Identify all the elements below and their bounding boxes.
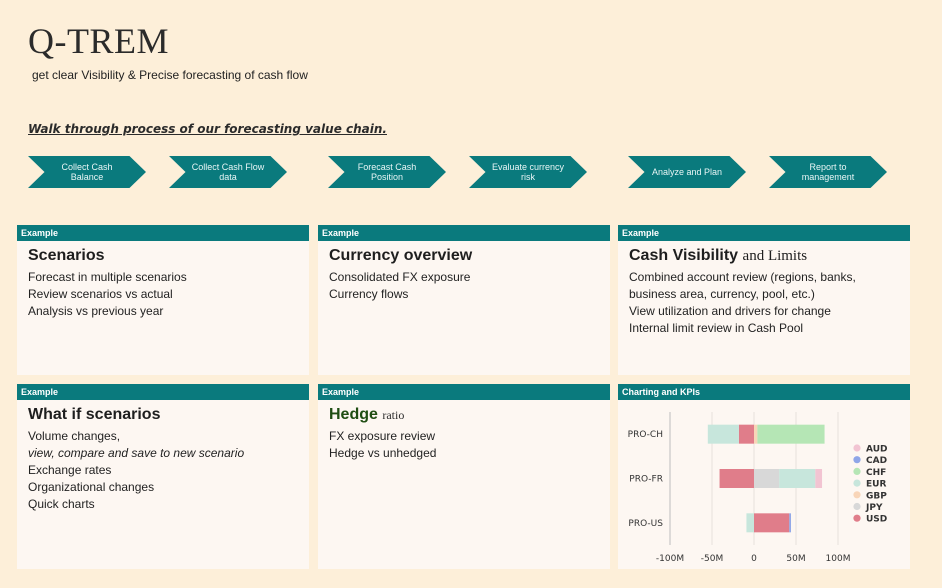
- step-collect-cash-balance[interactable]: Collect Cash Balance: [28, 156, 146, 188]
- fx-exposure-chart: -100M -50M 0 50M 100M PRO-CH PRO-FR PRO-US AUDCA…: [628, 412, 887, 564]
- step-report-to-management[interactable]: Report to management: [769, 156, 887, 188]
- list-item: Consolidated FX exposure: [329, 270, 471, 284]
- list-item: Volume changes,: [28, 429, 121, 443]
- card-tag: Example: [17, 384, 309, 400]
- bar-segment-eur: [707, 424, 739, 444]
- card-title: Currency overview: [329, 247, 473, 264]
- bar-segment-cad: [789, 513, 791, 533]
- card-title: Scenarios: [28, 247, 105, 264]
- brand-title: Q-TREM: [28, 21, 169, 61]
- bar-segment-eur: [779, 469, 816, 488]
- step-analyze-and-plan[interactable]: Analyze and Plan: [628, 156, 746, 188]
- legend-label: EUR: [866, 480, 886, 490]
- legend-marker-usd: [853, 514, 861, 522]
- legend-marker-gbp: [853, 491, 861, 499]
- card-cash-visibility: Example Cash Visibility and Limits Combi…: [618, 225, 910, 375]
- bar-segment-usd: [754, 513, 790, 533]
- list-item: view, compare and save to new scenario: [28, 446, 245, 460]
- card-scenarios: Example Scenarios Forecast in multiple s…: [17, 225, 309, 375]
- x-tick-label: -100M: [656, 554, 684, 564]
- y-tick-label: PRO-US: [628, 519, 663, 529]
- legend-marker-jpy: [853, 502, 861, 511]
- list-item: Currency flows: [329, 287, 409, 301]
- legend-label: CAD: [866, 456, 887, 466]
- x-tick-label: 100M: [826, 554, 851, 564]
- list-item: Quick charts: [28, 497, 95, 511]
- legend-label: JPY: [865, 503, 883, 513]
- bar-segment-usd: [719, 469, 754, 488]
- bar-segment-gbp: [754, 424, 758, 444]
- x-tick-label: 0: [751, 554, 757, 564]
- legend-marker-aud: [853, 444, 861, 452]
- card-hedge-ratio: Example Hedge ratio FX exposure review H…: [318, 384, 610, 569]
- legend-label: USD: [866, 515, 887, 525]
- card-title: Hedge ratio: [329, 406, 405, 423]
- y-tick-label: PRO-CH: [628, 430, 663, 440]
- card-charting-kpis: Charting and KPIs -100M -50M 0 50M 100M PRO-C…: [618, 384, 910, 569]
- list-item: Organizational changes: [28, 480, 155, 494]
- list-item: Exchange rates: [28, 463, 112, 477]
- legend-marker-cad: [853, 456, 861, 464]
- list-item: Combined account review (regions, banks,: [629, 270, 856, 284]
- step-forecast-cash-position[interactable]: Forecast Cash Position: [328, 156, 446, 188]
- list-item: business area, currency, pool, etc.): [629, 287, 815, 301]
- bar-segment-chf: [757, 424, 825, 444]
- card-tag: Example: [318, 384, 610, 400]
- card-title: What if scenarios: [28, 406, 161, 423]
- walk-through-heading: Walk through process of our forecasting …: [28, 122, 387, 136]
- list-item: Review scenarios vs actual: [28, 287, 173, 301]
- card-what-if-scenarios: Example What if scenarios Volume changes…: [17, 384, 309, 569]
- card-title: Cash Visibility and Limits: [629, 247, 808, 264]
- card-tag: Charting and KPIs: [618, 384, 910, 400]
- legend-marker-eur: [853, 479, 861, 487]
- list-item: Hedge vs unhedged: [329, 446, 437, 460]
- legend-marker-chf: [853, 467, 861, 475]
- bar-segment-usd: [738, 424, 754, 444]
- card-currency-overview: Example Currency overview Consolidated F…: [318, 225, 610, 375]
- card-tag: Example: [17, 225, 309, 241]
- list-item: Analysis vs previous year: [28, 304, 164, 318]
- bar-segment-jpy: [754, 469, 780, 488]
- tagline: get clear Visibility & Precise forecasti…: [32, 68, 308, 82]
- x-tick-label: -50M: [701, 554, 723, 564]
- bar-segment-aud: [815, 469, 823, 488]
- list-item: Internal limit review in Cash Pool: [629, 321, 804, 335]
- x-tick-label: 50M: [786, 554, 805, 564]
- legend-label: AUD: [866, 445, 887, 455]
- legend-label: GBP: [866, 491, 887, 501]
- step-evaluate-currency-risk[interactable]: Evaluate currency risk: [469, 156, 587, 188]
- list-item: FX exposure review: [329, 429, 436, 443]
- y-tick-label: PRO-FR: [629, 475, 663, 485]
- bar-segment-eur: [746, 513, 754, 533]
- step-collect-cash-flow-data[interactable]: Collect Cash Flow data: [169, 156, 287, 188]
- card-tag: Example: [618, 225, 910, 241]
- list-item: Forecast in multiple scenarios: [28, 270, 187, 284]
- legend-label: CHF: [866, 468, 886, 478]
- list-item: View utilization and drivers for change: [629, 304, 831, 318]
- card-tag: Example: [318, 225, 610, 241]
